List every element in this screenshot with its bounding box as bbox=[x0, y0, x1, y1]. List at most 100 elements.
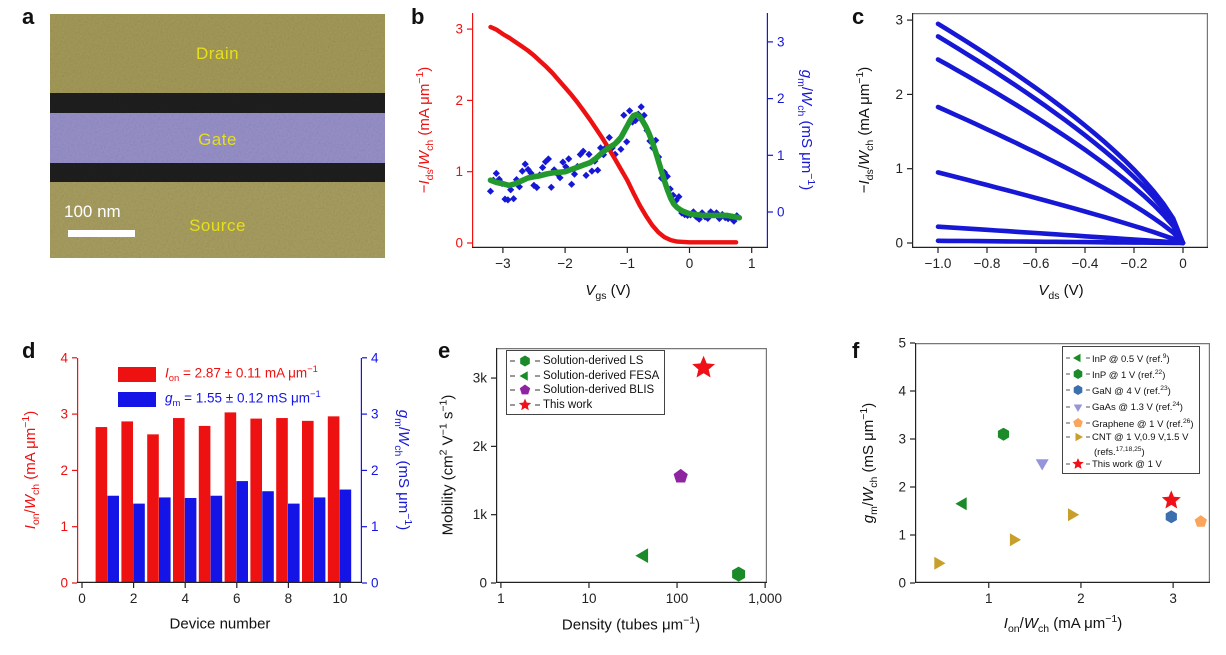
f-data-point bbox=[1194, 515, 1207, 527]
svg-text:0: 0 bbox=[455, 236, 463, 251]
output-curve bbox=[935, 238, 1186, 246]
legend-marker bbox=[510, 370, 540, 381]
svg-text:4: 4 bbox=[898, 384, 906, 399]
data-point-marker bbox=[1073, 385, 1083, 396]
gm-scatter-point bbox=[570, 170, 579, 178]
ion-bar bbox=[224, 412, 237, 583]
gm-bar bbox=[339, 489, 352, 583]
d-left-y-axis-title: Ion/Wch (mA μm−1) bbox=[20, 410, 42, 530]
f-data-point bbox=[955, 497, 967, 511]
svg-text:3k: 3k bbox=[473, 371, 488, 386]
panel-label-a: a bbox=[22, 4, 35, 29]
svg-text:−0.4: −0.4 bbox=[1072, 256, 1099, 271]
legend-marker bbox=[1066, 353, 1090, 363]
legend-panel-e: Solution-derived LS Solution-derived FESA… bbox=[506, 350, 666, 415]
gm-bar bbox=[210, 495, 223, 583]
svg-text:0: 0 bbox=[371, 576, 379, 591]
svg-text:−2: −2 bbox=[557, 256, 572, 271]
legend-item: InP @ 0.5 V (ref.9) bbox=[1066, 350, 1194, 366]
svg-text:5: 5 bbox=[898, 336, 906, 351]
svg-text:1: 1 bbox=[748, 256, 756, 271]
data-point-marker bbox=[1073, 404, 1083, 412]
legend-label: InP @ 1 V (ref.22) bbox=[1092, 369, 1166, 382]
legend-item: Ion = 2.87 ± 0.11 mA μm−1 bbox=[118, 364, 321, 384]
e-data-point bbox=[673, 468, 688, 483]
panel-label-c: c bbox=[852, 4, 865, 29]
data-point-marker bbox=[1075, 432, 1083, 442]
sem-image: Drain Gate Source 100 nm bbox=[50, 14, 385, 258]
legend-marker bbox=[1066, 417, 1090, 427]
drain-label: Drain bbox=[195, 44, 240, 63]
svg-text:4: 4 bbox=[371, 350, 379, 365]
legend-label-refs: (refs.17,18,25) bbox=[1094, 445, 1145, 458]
gm-bar bbox=[133, 503, 145, 583]
svg-text:0: 0 bbox=[898, 576, 906, 591]
svg-text:−1: −1 bbox=[620, 256, 635, 271]
svg-text:0: 0 bbox=[1179, 256, 1187, 271]
legend-label: Solution-derived BLIS bbox=[543, 384, 655, 396]
gm-scatter-point bbox=[637, 103, 645, 111]
f-data-point bbox=[1009, 533, 1022, 547]
gm-bar bbox=[107, 495, 119, 583]
gm-scatter-point bbox=[492, 169, 500, 177]
e-x-axis-title: Density (tubes μm−1) bbox=[561, 614, 701, 634]
svg-text:1: 1 bbox=[895, 161, 903, 176]
data-point-marker bbox=[519, 384, 531, 395]
legend-marker bbox=[510, 398, 540, 411]
data-point-marker bbox=[1073, 369, 1083, 380]
c-x-axis-title: Vds (V) bbox=[1038, 282, 1084, 302]
legend-item: GaAs @ 1.3 V (ref.24) bbox=[1066, 398, 1194, 414]
gm-bar bbox=[236, 481, 248, 583]
svg-text:8: 8 bbox=[285, 591, 293, 606]
svg-text:2: 2 bbox=[371, 463, 379, 478]
legend-item: Solution-derived LS bbox=[510, 354, 659, 369]
gm-scatter-point bbox=[588, 167, 596, 175]
gm-bar bbox=[159, 497, 171, 583]
svg-text:3: 3 bbox=[898, 432, 906, 447]
svg-text:−3: −3 bbox=[495, 256, 510, 271]
gm-scatter-point bbox=[652, 136, 660, 144]
svg-text:3: 3 bbox=[895, 13, 903, 28]
gm-scatter-point bbox=[730, 217, 738, 225]
ion-bar bbox=[198, 425, 211, 583]
d-x-axis-title: Device number bbox=[169, 615, 271, 633]
legend-marker bbox=[1066, 369, 1090, 380]
legend-item: InP @ 1 V (ref.22) bbox=[1066, 366, 1194, 382]
ion-bar bbox=[173, 418, 185, 583]
data-point-marker bbox=[520, 355, 530, 367]
f-data-point bbox=[997, 427, 1010, 441]
panel-label-b: b bbox=[411, 4, 425, 29]
svg-text:10: 10 bbox=[332, 591, 347, 606]
ion-bar bbox=[250, 418, 262, 583]
svg-text:2: 2 bbox=[777, 91, 785, 106]
svg-text:2: 2 bbox=[895, 87, 903, 102]
e-data-point bbox=[732, 566, 746, 582]
f-data-point bbox=[1035, 459, 1049, 471]
benchmark-scatter-plot: 1 2 3 0 1 2 3 4 5 bbox=[898, 336, 1210, 606]
scale-bar bbox=[68, 230, 135, 237]
gate-label: Gate bbox=[198, 130, 237, 149]
svg-text:−0.8: −0.8 bbox=[974, 256, 1001, 271]
svg-text:−0.6: −0.6 bbox=[1023, 256, 1050, 271]
svg-text:1,000: 1,000 bbox=[748, 591, 782, 606]
sem-grain-texture bbox=[50, 14, 385, 258]
legend-label: This work bbox=[543, 398, 593, 411]
svg-text:1: 1 bbox=[60, 519, 68, 534]
svg-text:0: 0 bbox=[777, 205, 785, 220]
output-curve bbox=[935, 224, 1186, 246]
e-y-axis-title: Mobility (cm2 V−1 s−1) bbox=[437, 394, 457, 536]
gm-scatter-point bbox=[521, 160, 529, 168]
f-x-axis-title: Ion/Wch (mA μm−1) bbox=[1003, 613, 1123, 635]
legend-item: This work @ 1 V bbox=[1066, 458, 1194, 471]
e-data-point bbox=[692, 355, 715, 378]
svg-text:0: 0 bbox=[686, 256, 694, 271]
gm-scatter-point bbox=[620, 111, 628, 119]
device-statistics-bar-plot: 0 2 4 6 8 100 01 12 23 34 4 bbox=[60, 350, 379, 606]
legend-label: Ion = 2.87 ± 0.11 mA μm−1 bbox=[165, 364, 318, 385]
f-data-point bbox=[1068, 508, 1080, 522]
panel-label-f: f bbox=[852, 338, 860, 363]
f-data-point bbox=[1165, 510, 1177, 524]
legend-item: This work bbox=[510, 398, 659, 413]
mobility-density-scatter-plot: 1 10 100 1,000 0 1k 2k 3k bbox=[473, 348, 782, 606]
